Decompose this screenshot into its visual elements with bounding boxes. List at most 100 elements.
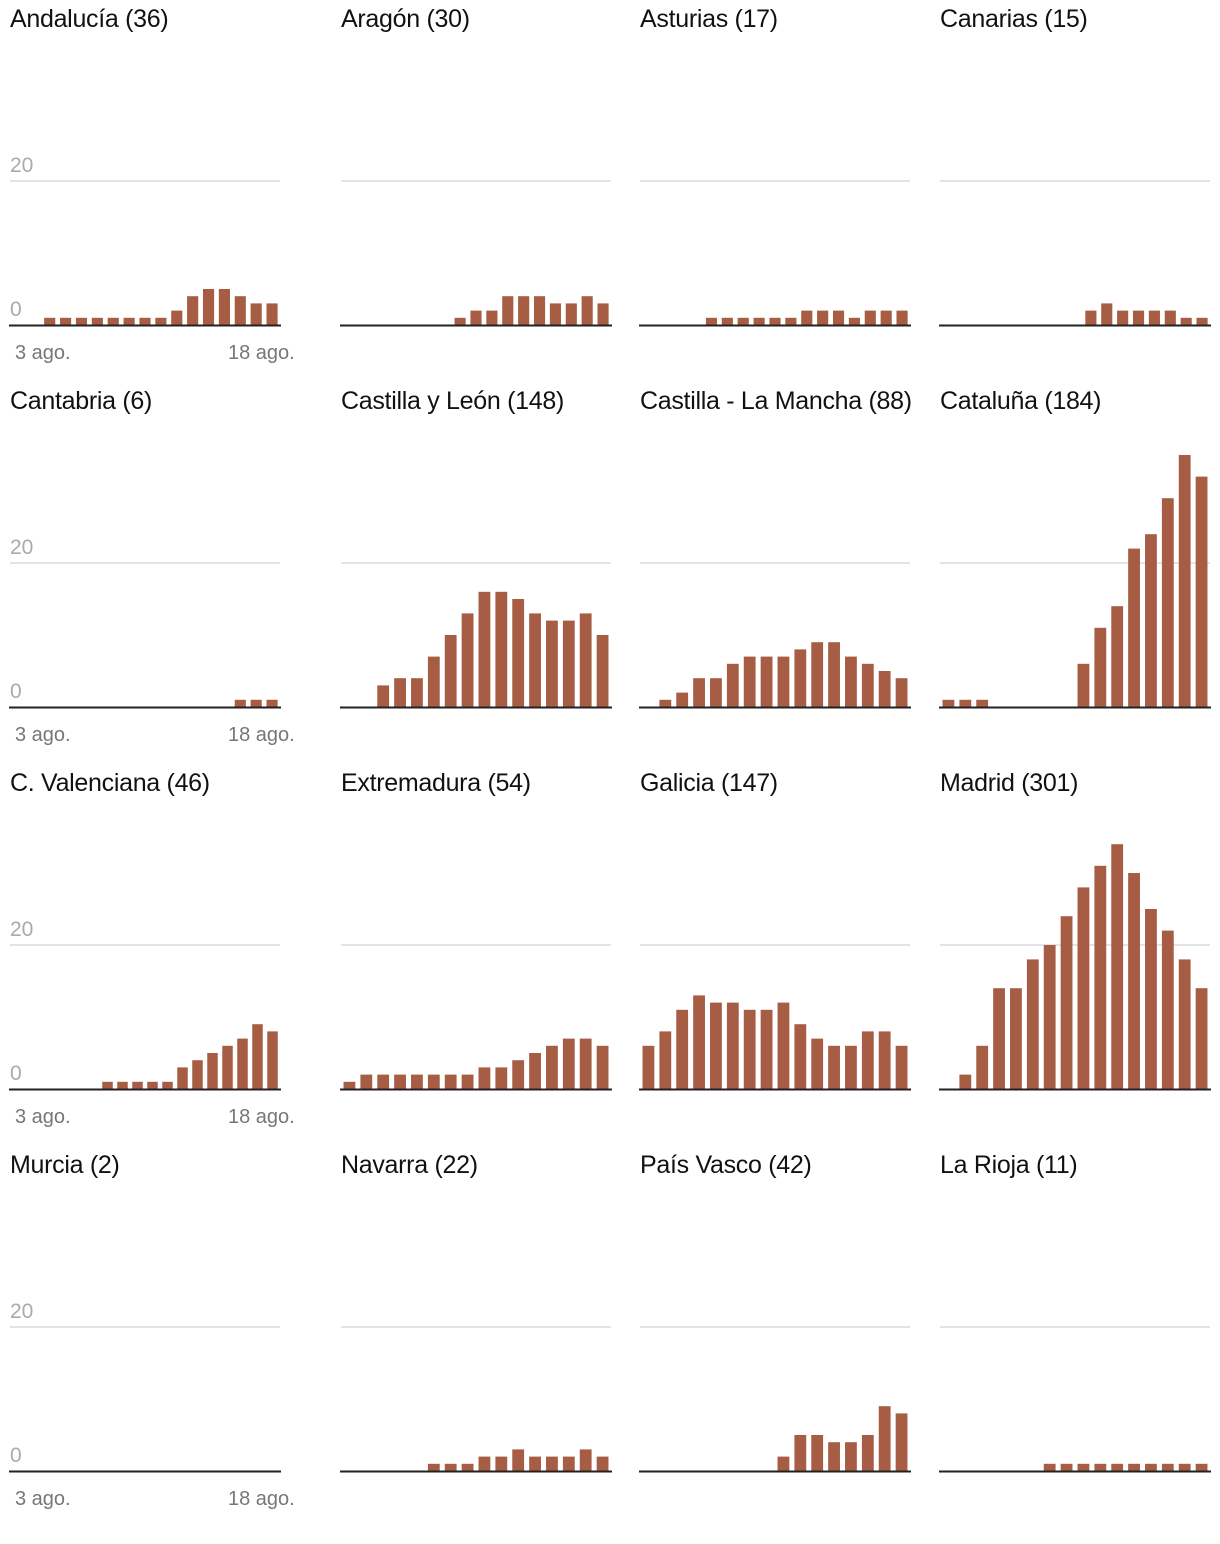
bar: [1128, 548, 1140, 707]
y-tick-label: 0: [10, 1062, 22, 1085]
panel-title: Castilla - La Mancha (88): [640, 387, 912, 415]
region-panel: País Vasco (42): [639, 1146, 940, 1526]
bar: [427, 1074, 440, 1089]
bar: [139, 317, 151, 325]
bar: [1101, 303, 1113, 325]
y-tick-label: 20: [10, 918, 33, 941]
bar: [1128, 873, 1140, 1089]
bar: [1164, 310, 1176, 325]
bar: [880, 310, 892, 325]
bar: [1010, 988, 1022, 1089]
bar: [845, 1442, 857, 1471]
bar: [252, 1024, 263, 1089]
bar: [394, 1074, 406, 1089]
region-panel: La Rioja (11): [939, 1146, 1220, 1526]
panel-title: Andalucía (36): [10, 5, 169, 33]
bar: [444, 1074, 457, 1089]
bar: [726, 663, 739, 707]
panel-bar-chart: [939, 1326, 1211, 1473]
bar: [878, 1406, 891, 1471]
bar: [123, 317, 135, 325]
bar: [512, 1060, 525, 1089]
bar: [832, 310, 845, 325]
bar: [1077, 1463, 1090, 1471]
panel-title: Cataluña (184): [940, 387, 1102, 415]
bar: [743, 656, 756, 707]
bar: [394, 678, 406, 707]
bar: [581, 296, 593, 325]
y-tick-label: 0: [10, 298, 22, 321]
panel-title: Murcia (2): [10, 1151, 120, 1179]
bar: [596, 635, 609, 707]
bar: [721, 317, 733, 325]
region-panel: Canarias (15): [939, 0, 1220, 380]
region-panel: Andalucía (36) 0 20 3 ago. 18 ago.: [9, 0, 310, 380]
region-panel: Aragón (30): [340, 0, 641, 380]
panel-bar-chart: 0 20 3 ago. 18 ago.: [9, 154, 295, 364]
bar: [845, 1045, 857, 1089]
bar: [502, 296, 514, 325]
bar: [794, 649, 807, 707]
bar: [91, 317, 103, 325]
panel-bar-chart: [939, 180, 1211, 327]
bar: [1117, 310, 1129, 325]
bar: [864, 310, 876, 325]
bar: [659, 1031, 672, 1089]
panel-title: Cantabria (6): [10, 387, 152, 415]
bar: [676, 692, 689, 707]
bar: [107, 317, 119, 325]
bar: [769, 317, 781, 325]
bar: [117, 1081, 128, 1089]
x-tick-label: 18 ago.: [228, 1488, 295, 1510]
bar: [1094, 865, 1107, 1089]
bar: [360, 1074, 373, 1089]
panel-bar-chart: [639, 1326, 911, 1473]
bar: [222, 1045, 233, 1089]
bar: [896, 310, 908, 325]
bar: [1060, 916, 1073, 1089]
bar: [959, 1074, 972, 1089]
x-tick-label: 3 ago.: [15, 724, 71, 746]
bar: [861, 663, 874, 707]
bar: [343, 1081, 356, 1089]
bar: [44, 317, 56, 325]
region-panel: Cantabria (6) 0 20 3 ago. 18 ago.: [9, 382, 310, 762]
bar: [518, 296, 530, 325]
bar: [693, 995, 705, 1089]
bar: [579, 1038, 592, 1089]
bar: [1145, 1463, 1157, 1471]
bar: [976, 699, 989, 707]
bar: [207, 1053, 218, 1089]
bar: [495, 1067, 508, 1089]
bar: [171, 310, 183, 325]
bar: [878, 1031, 891, 1089]
bar: [794, 1435, 807, 1471]
panel-title: C. Valenciana (46): [10, 769, 210, 797]
panel-bar-chart: [340, 562, 612, 709]
bar: [461, 1463, 474, 1471]
region-panel: Navarra (22): [340, 1146, 641, 1526]
bar: [1060, 1463, 1073, 1471]
bar: [234, 296, 246, 325]
bar: [1111, 606, 1124, 707]
region-panel: C. Valenciana (46) 0 20 3 ago. 18 ago.: [9, 764, 310, 1144]
bar: [777, 1002, 790, 1089]
bar: [1094, 1463, 1107, 1471]
bar: [1043, 945, 1056, 1089]
x-tick-label: 3 ago.: [15, 342, 71, 364]
bar: [895, 1045, 908, 1089]
bar: [237, 1038, 248, 1089]
panel-title: Aragón (30): [341, 5, 470, 33]
bar: [1161, 930, 1174, 1089]
bar: [895, 678, 908, 707]
panel-bar-chart: [939, 455, 1211, 709]
bar: [1111, 1463, 1124, 1471]
bar: [1094, 627, 1107, 707]
bar: [1145, 534, 1157, 707]
x-tick-label: 3 ago.: [15, 1106, 71, 1128]
panel-bar-chart: [340, 180, 612, 327]
bar: [811, 642, 824, 707]
region-panel: Extremadura (54): [340, 764, 641, 1144]
bar: [218, 289, 230, 325]
bar: [861, 1031, 874, 1089]
